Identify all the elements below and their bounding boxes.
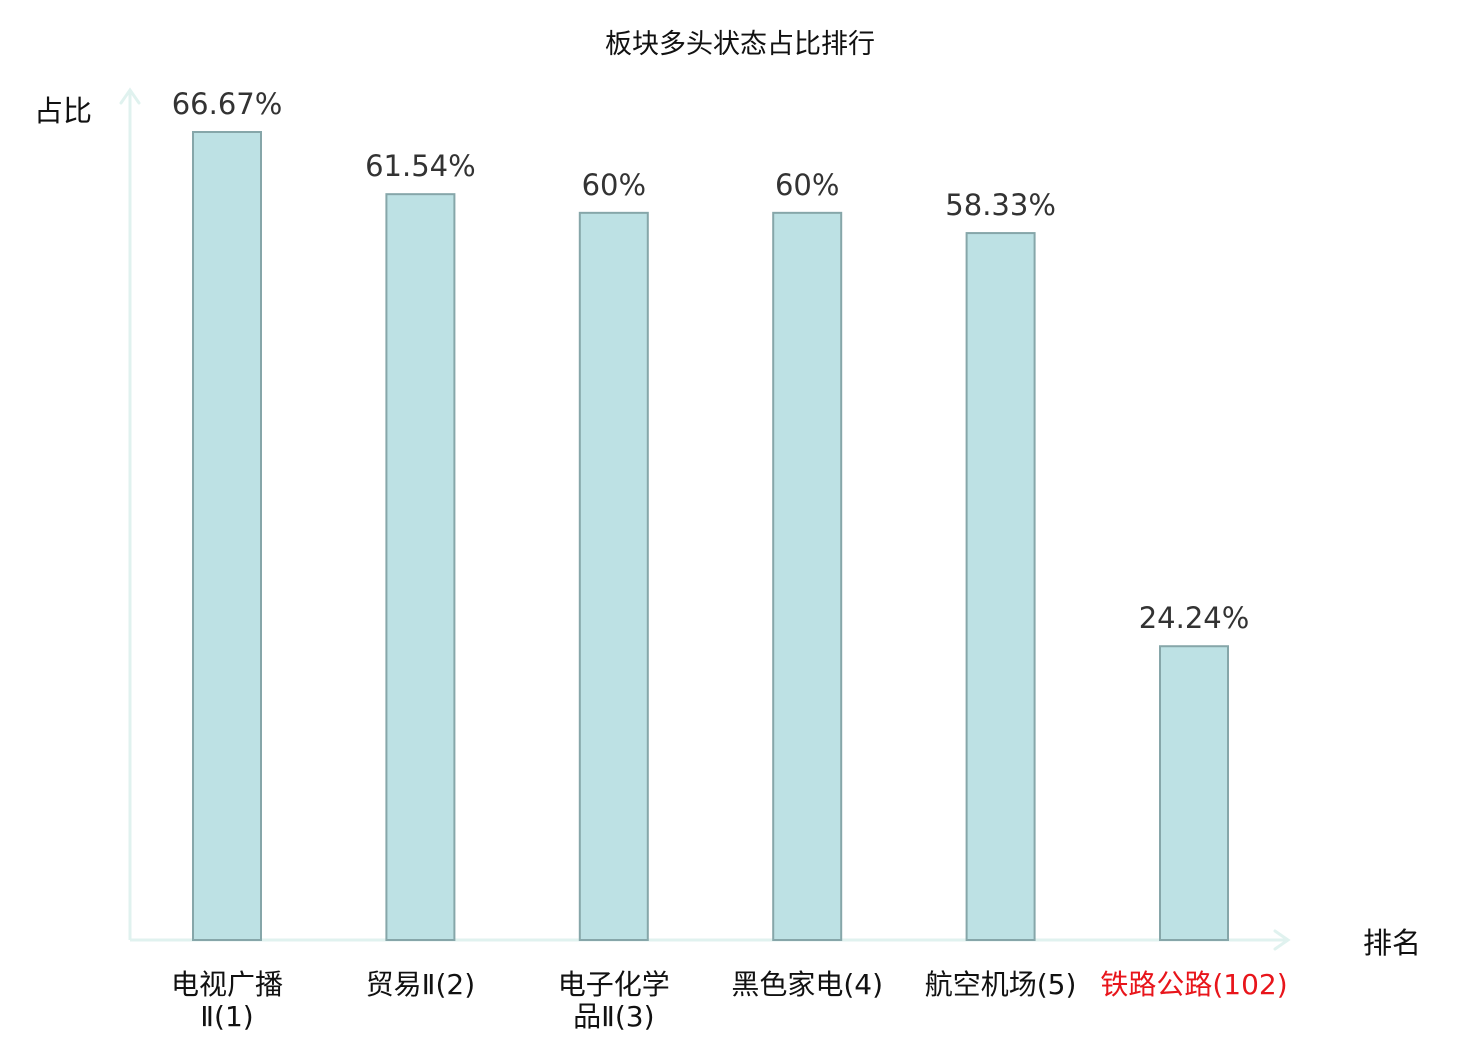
category-label-line: 品Ⅱ(3) [573,1000,654,1033]
category-label: 铁路公路(102) [1100,968,1287,1001]
bar [385,193,456,941]
value-labels: 66.67% 61.54% 60% 60% 58.33% 24.24% [172,87,1250,635]
bars [192,131,1229,941]
x-axis-label: 排名 [1363,926,1421,960]
value-label: 24.24% [1139,601,1250,635]
category-label-line: 电子化学 [558,968,670,1001]
bar [965,232,1036,941]
bar [1159,645,1229,941]
category-label-line: 电视广播 [171,968,283,1001]
value-label: 58.33% [945,188,1056,222]
chart-title: 板块多头状态占比排行 [605,29,875,60]
category-labels: 电视广播 Ⅱ(1) 贸易Ⅱ(2) 电子化学品Ⅱ(3) 黑色家电(4) 航空机场(5) 铁路公… [171,968,1288,1033]
bar [772,211,843,941]
y-axis-arrow [119,87,141,105]
category-label-line: 航空机场(5) [925,968,1077,1001]
category-label: 航空机场(5) [925,968,1077,1001]
value-label: 60% [775,168,839,202]
x-axis-arrow [1273,929,1291,951]
value-label: 61.54% [365,149,476,183]
bar [192,131,262,941]
category-label-line: 铁路公路(102) [1100,968,1287,1001]
value-label: 66.67% [172,87,283,121]
category-label: 贸易Ⅱ(2) [366,968,475,1001]
y-axis-label: 占比 [34,94,92,128]
category-label-line: 黑色家电(4) [731,968,883,1001]
bar [578,211,649,941]
category-label-line: 贸易Ⅱ(2) [366,968,475,1001]
axes [119,87,1291,951]
category-label: 电视广播 Ⅱ(1) [171,968,283,1033]
value-label: 60% [582,168,646,202]
category-label: 电子化学品Ⅱ(3) [558,968,670,1033]
category-label-line: Ⅱ(1) [200,1000,253,1033]
category-label: 黑色家电(4) [731,968,883,1001]
